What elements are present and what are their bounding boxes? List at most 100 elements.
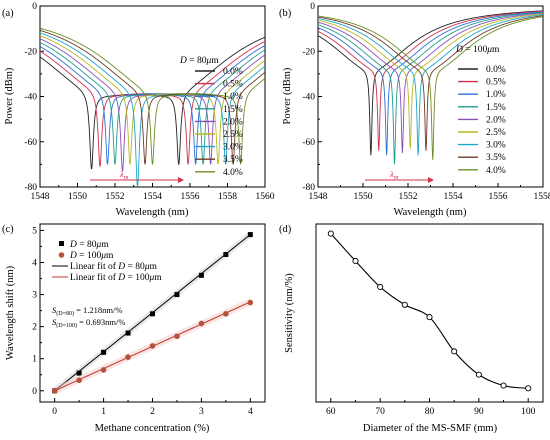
panel-c-label: (c) [2, 224, 14, 235]
c-xtick-label: 2 [150, 407, 155, 417]
panel-a-arrow: λm [90, 169, 184, 183]
b-legend-label-0: 0.0% [486, 65, 506, 75]
b-series-1 [318, 10, 543, 151]
d-xtick-label: 60 [326, 407, 336, 417]
a-legend-label-6: 3.0% [223, 143, 243, 153]
panel-c-ylabel: Wavelength shift (nm) [5, 265, 16, 360]
b-legend-label-1: 0.5% [486, 78, 506, 88]
legend-text-fit80: Linear fit of D = 80μm [70, 261, 158, 272]
panel-a-plot: 1548 1550 1552 1554 1556 1558 1560 0 -20 -40 -60 -8… [24, 2, 274, 202]
a-xtick-label: 1554 [143, 192, 162, 202]
d-xtick-label: 90 [474, 407, 484, 417]
a-xtick-label: 1550 [68, 192, 87, 202]
panel-d-plot: 60 70 80 90 100 [326, 230, 536, 417]
a-series-6 [40, 32, 265, 187]
annotation-s100: S(D=100) = 0.693nm/% [52, 317, 125, 329]
b-ytick-label: -40 [302, 93, 315, 103]
d-point-0 [327, 230, 334, 237]
d-xtick-label: 100 [521, 407, 536, 417]
a-legend-label-1: 0.5% [223, 80, 243, 90]
panel-a: (a) 1548 1550 1552 1554 1556 1558 1560 0 -20 -40 -… [2, 2, 275, 218]
c-point-d80-8 [247, 232, 253, 238]
panel-b-legend-title: D = 100μm [455, 45, 500, 55]
panel-d-label: (d) [279, 224, 292, 235]
legend-text-d80: D = 80μm [69, 240, 109, 250]
b-legend-label-8: 4.0% [486, 166, 506, 176]
panel-c-legend: D = 80μm D = 100μm Linear fit of D = 80μ… [52, 240, 162, 329]
c-point-d100-3 [125, 354, 131, 360]
c-point-d100-7 [223, 311, 229, 317]
c-point-d100-2 [100, 367, 107, 373]
panel-c: (c) 0 1 2 3 4 0 1 2 3 4 5 Methane concentration (%… [2, 223, 266, 434]
panel-b-arrow: λm [365, 169, 434, 183]
b-legend-label-4: 2.0% [486, 115, 506, 125]
b-legend-label-5: 2.5% [486, 128, 506, 138]
c-ytick-label: 5 [32, 226, 37, 236]
annotation-s80: S(D=80) = 1.218nm/% [52, 305, 122, 317]
c-point-d80-5 [174, 292, 180, 298]
d-point-1 [352, 257, 359, 265]
a-legend-label-4: 2.0% [223, 117, 243, 127]
panel-b: (b) 1548 1550 1552 1554 1556 1558 0 -20 -40 -60 -8… [279, 2, 550, 218]
panel-b-legend: D = 100μm 0.0% 0.5% 1.0% 1.5% 2.0% 2.5% 3.0% 3.… [455, 45, 506, 176]
b-series-5 [318, 13, 543, 149]
c-point-d100-4 [149, 343, 156, 349]
c-point-d100-6 [198, 320, 205, 327]
c-xtick-label: 1 [101, 407, 106, 417]
a-legend-label-5: 2.5% [223, 130, 243, 140]
a-ytick-label: -80 [24, 183, 37, 193]
d-point-3 [401, 301, 408, 308]
a-series-4 [40, 38, 265, 172]
c-point-d100-0 [51, 387, 58, 394]
legend-marker-d80 [59, 241, 64, 246]
c-point-d100-8 [247, 299, 254, 306]
panel-b-ylabel: Power (dBm) [282, 67, 293, 124]
legend-text-fit100: Linear fit of D = 100μm [70, 272, 162, 283]
b-series-3 [318, 11, 543, 165]
b-legend-label-7: 3.5% [486, 153, 506, 163]
c-xtick-label: 3 [199, 407, 204, 417]
a-series-8 [40, 27, 265, 165]
d-point-2 [377, 283, 384, 291]
b-xtick-label: 1556 [489, 192, 508, 202]
b-xtick-label: 1548 [309, 192, 328, 202]
d-point-8 [525, 385, 532, 392]
c-point-d100-1 [76, 377, 82, 383]
d-curve [330, 233, 529, 389]
a-series-5 [40, 35, 265, 165]
panel-b-label: (b) [279, 8, 292, 19]
b-xtick-label: 1552 [399, 192, 418, 202]
b-series-4 [318, 12, 543, 154]
panel-a-arrow-label: λm [119, 169, 129, 181]
b-ytick-label: -20 [302, 47, 315, 57]
panel-d-axes-frame [315, 223, 544, 403]
b-legend-label-3: 1.5% [486, 103, 506, 113]
c-point-d80-7 [223, 251, 229, 257]
panel-b-arrow-head [428, 177, 434, 183]
c-ytick-label: 4 [32, 258, 37, 268]
b-legend-label-2: 1.0% [486, 90, 506, 100]
b-series-6 [318, 14, 543, 156]
a-xtick-label: 1552 [106, 192, 125, 202]
d-xtick-label: 70 [375, 407, 385, 417]
panel-a-xlabel: Wavelength (nm) [116, 207, 189, 218]
d-xtick-label: 80 [425, 407, 435, 417]
c-point-d100-5 [174, 333, 180, 340]
panel-b-arrow-label: λm [389, 169, 399, 181]
c-point-d80-1 [76, 370, 82, 376]
c-ytick-label: 3 [32, 291, 37, 301]
a-xtick-label: 1548 [31, 192, 50, 202]
b-series-7 [318, 15, 543, 151]
b-series-2 [318, 11, 543, 156]
a-legend-label-0: 0.0% [223, 67, 243, 77]
b-xtick-label: 1550 [354, 192, 373, 202]
b-legend-label-6: 3.0% [486, 141, 506, 151]
c-point-d80-4 [150, 311, 155, 317]
b-ytick-label: -60 [302, 138, 315, 148]
a-xtick-label: 1560 [256, 192, 275, 202]
d-point-6 [475, 371, 482, 378]
panel-c-plot: 0 1 2 3 4 0 1 2 3 4 5 [32, 226, 254, 417]
legend-text-d100: D = 100μm [69, 251, 114, 261]
c-ytick-label: 2 [32, 323, 37, 333]
